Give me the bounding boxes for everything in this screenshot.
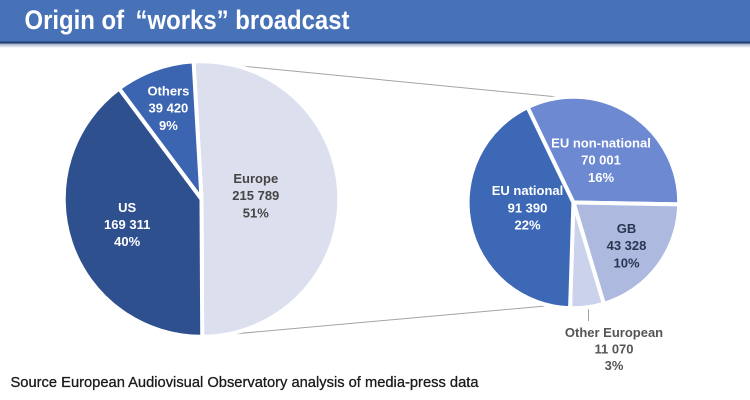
svg-text:39 420: 39 420 [149,101,189,116]
svg-text:Source European Audiovisual Ob: Source European Audiovisual Observatory … [11,374,480,391]
svg-text:169 311: 169 311 [104,217,150,232]
svg-text:Europe: Europe [233,171,278,186]
svg-text:51%: 51% [243,205,269,220]
svg-text:9%: 9% [159,118,178,133]
svg-text:Origin of “works” broadcast: Origin of “works” broadcast [25,5,350,35]
svg-text:Others: Others [147,84,189,99]
svg-text:22%: 22% [514,218,540,233]
svg-text:GB: GB [617,221,637,236]
svg-text:43 328: 43 328 [607,238,647,253]
svg-text:10%: 10% [613,255,639,270]
svg-text:16%: 16% [588,170,614,185]
svg-text:EU non-national: EU non-national [551,136,651,151]
svg-text:215 789: 215 789 [232,188,279,203]
svg-text:Other European: Other European [565,325,663,340]
svg-text:3%: 3% [605,358,624,373]
svg-text:70 001: 70 001 [581,153,621,168]
svg-text:EU national: EU national [492,183,564,198]
svg-text:11 070: 11 070 [594,342,633,357]
svg-text:US: US [118,200,136,215]
svg-text:91 390: 91 390 [508,200,548,215]
svg-text:40%: 40% [114,234,140,249]
